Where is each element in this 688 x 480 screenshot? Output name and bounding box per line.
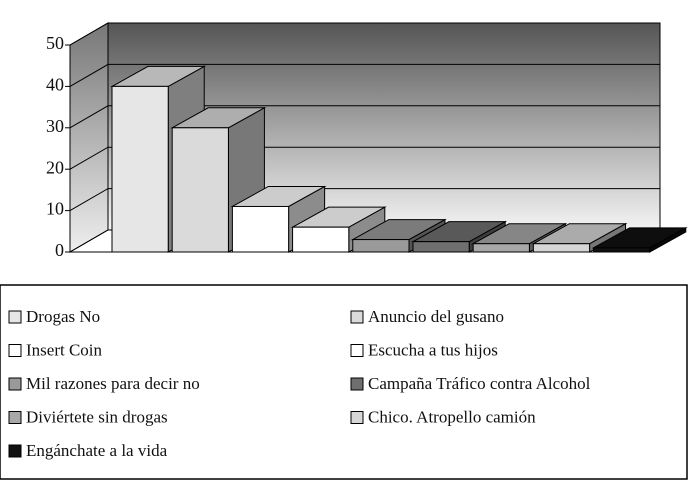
- legend-label: Chico. Atropello camión: [368, 407, 536, 426]
- grid-line: [69, 146, 660, 170]
- legend-label: Insert Coin: [26, 340, 103, 359]
- legend-box: [0, 284, 688, 480]
- legend-label: Diviértete sin drogas: [26, 407, 168, 426]
- legend-label: Engánchate a la vida: [26, 441, 168, 460]
- legend-label: Mil razones para decir no: [26, 374, 200, 393]
- bar: [472, 243, 530, 253]
- y-tick-label: 50: [46, 33, 64, 53]
- legend-swatch: [8, 310, 22, 324]
- y-tick-label: 20: [46, 157, 64, 177]
- y-tick-label: 40: [46, 75, 64, 95]
- grid-line: [69, 188, 660, 212]
- bar: [593, 247, 651, 253]
- side-wall: [69, 22, 109, 253]
- legend-swatch: [350, 377, 364, 391]
- legend-swatch: [8, 444, 22, 458]
- legend-swatch: [8, 377, 22, 391]
- bar: [111, 85, 169, 253]
- grid-line: [69, 105, 660, 129]
- y-tick-label: 30: [46, 116, 64, 136]
- bar: [352, 239, 410, 253]
- legend-label: Anuncio del gusano: [368, 307, 504, 326]
- legend-label: Campaña Tráfico contra Alcohol: [368, 374, 591, 393]
- legend-label: Escucha a tus hijos: [368, 340, 498, 359]
- legend-swatch: [8, 344, 22, 357]
- legend-swatch: [350, 411, 364, 424]
- bar: [532, 243, 591, 253]
- legend-swatch: [8, 411, 22, 424]
- y-tick-label: 10: [46, 199, 64, 219]
- legend-label: Drogas No: [26, 307, 100, 326]
- bar: [231, 205, 290, 253]
- bar: [171, 127, 229, 253]
- grid-line: [69, 22, 660, 46]
- bar: [292, 226, 350, 253]
- legend-swatch: [350, 344, 364, 357]
- legend-swatch: [350, 310, 364, 324]
- y-tick-label: 0: [55, 240, 64, 260]
- grid-line: [69, 63, 660, 87]
- bar: [412, 241, 470, 253]
